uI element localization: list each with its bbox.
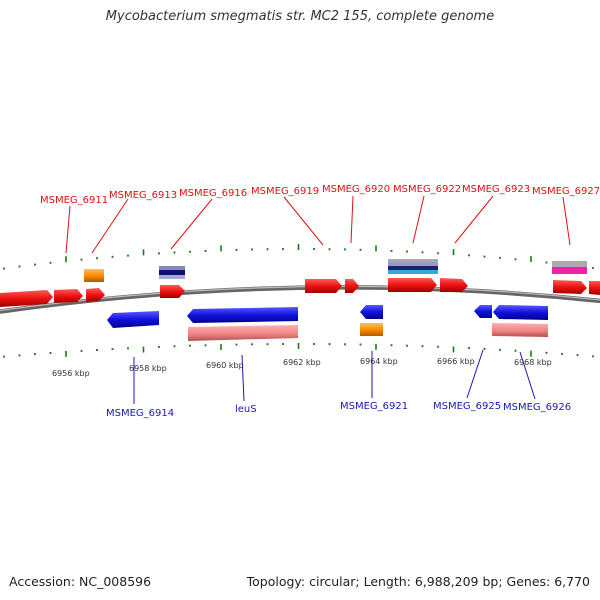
scale-label: 6966 kbp	[437, 357, 475, 366]
gene-label-bottom[interactable]: leuS	[235, 404, 257, 415]
rna-feature[interactable]	[84, 269, 104, 282]
gene-arrow-forward[interactable]	[160, 285, 185, 298]
pseudogene-feature[interactable]	[188, 325, 298, 341]
repeat-feature[interactable]	[159, 275, 185, 279]
map-title: Mycobacterium smegmatis str. MC2 155, co…	[105, 9, 495, 24]
gene-arrow-forward[interactable]	[305, 279, 342, 293]
repeat-feature[interactable]	[159, 270, 185, 275]
scale-label: 6960 kbp	[206, 361, 244, 370]
scale-label: 6956 kbp	[52, 369, 90, 378]
scale-label: 6958 kbp	[129, 364, 167, 373]
gene-arrow-reverse[interactable]	[187, 307, 298, 323]
repeat-feature[interactable]	[388, 262, 438, 266]
gene-arrow-reverse[interactable]	[360, 305, 383, 319]
gene-arrow-forward[interactable]	[54, 289, 83, 303]
repeat-feature[interactable]	[388, 266, 438, 270]
gene-arrow-forward[interactable]	[345, 279, 359, 293]
label-callouts	[65, 195, 571, 404]
gene-arrow-reverse[interactable]	[107, 311, 159, 328]
repeat-feature[interactable]	[159, 266, 185, 270]
gene-arrow-forward[interactable]	[553, 280, 587, 294]
repeat-feature[interactable]	[388, 259, 438, 262]
tick-row-top	[3, 244, 594, 270]
rna-feature[interactable]	[360, 323, 383, 336]
pseudogene-feature[interactable]	[492, 323, 548, 337]
gene-label-top[interactable]: MSMEG_6911	[40, 195, 108, 206]
gene-label-bottom[interactable]: MSMEG_6925	[433, 401, 501, 412]
gene-arrow-forward[interactable]	[388, 278, 437, 292]
scale-label: 6968 kbp	[514, 358, 552, 367]
scale-label: 6964 kbp	[360, 357, 398, 366]
gene-label-top[interactable]: MSMEG_6920	[322, 184, 390, 195]
gene-label-bottom[interactable]: MSMEG_6914	[106, 408, 174, 419]
scale-label: 6962 kbp	[283, 358, 321, 367]
gene-arrow-forward[interactable]	[86, 288, 105, 302]
repeat-feature[interactable]	[552, 267, 587, 274]
gene-arrow-reverse[interactable]	[493, 305, 548, 320]
gene-arrow-forward[interactable]	[0, 290, 53, 307]
gene-label-bottom[interactable]: MSMEG_6926	[503, 402, 571, 413]
accession-text: Accession: NC_008596	[9, 574, 152, 589]
repeat-feature[interactable]	[388, 270, 438, 274]
gene-arrow-reverse[interactable]	[474, 305, 492, 318]
repeat-feature[interactable]	[552, 261, 587, 267]
gene-label-top[interactable]: MSMEG_6923	[462, 184, 530, 195]
gene-features	[0, 259, 600, 341]
gene-label-bottom[interactable]: MSMEG_6921	[340, 401, 408, 412]
gene-label-top[interactable]: MSMEG_6927	[532, 186, 600, 197]
tick-row-bottom	[3, 343, 594, 358]
gene-arrow-forward[interactable]	[589, 281, 600, 295]
gene-label-top[interactable]: MSMEG_6919	[251, 186, 319, 197]
gene-label-top[interactable]: MSMEG_6916	[179, 188, 247, 199]
gene-label-top[interactable]: MSMEG_6922	[393, 184, 461, 195]
genome-summary-text: Topology: circular; Length: 6,988,209 bp…	[246, 574, 590, 589]
gene-label-top[interactable]: MSMEG_6913	[109, 190, 177, 201]
gene-arrow-forward[interactable]	[440, 278, 468, 292]
